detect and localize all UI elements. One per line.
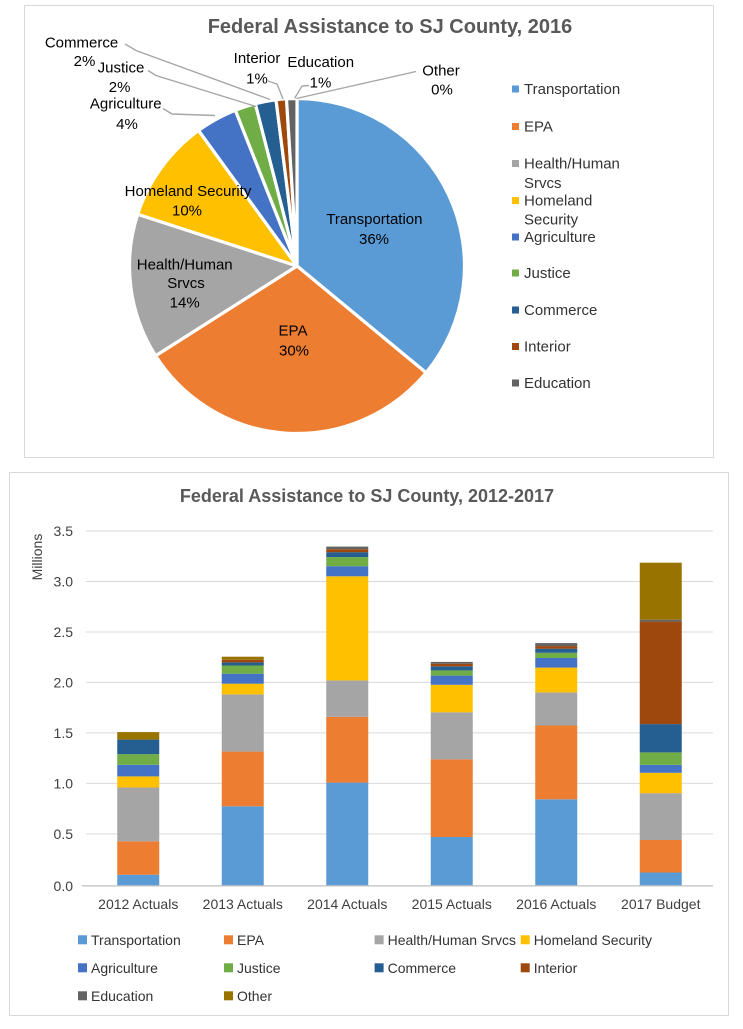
svg-text:Interior: Interior [524,339,571,356]
svg-text:2015 Actuals: 2015 Actuals [412,896,492,912]
svg-text:2017 Budget: 2017 Budget [621,896,701,912]
svg-text:EPA: EPA [237,932,265,948]
svg-text:Interior: Interior [234,50,281,67]
svg-text:2%: 2% [109,79,131,96]
svg-text:0.5: 0.5 [54,826,74,842]
svg-text:Transportation: Transportation [91,932,181,948]
svg-text:2014 Actuals: 2014 Actuals [307,896,387,912]
svg-text:1.0: 1.0 [54,775,74,791]
svg-text:Education: Education [524,375,591,392]
svg-text:2.5: 2.5 [54,624,74,640]
svg-text:EPA: EPA [279,323,308,340]
svg-text:0.0: 0.0 [54,878,74,894]
svg-text:36%: 36% [359,231,389,248]
svg-text:2012 Actuals: 2012 Actuals [98,896,178,912]
svg-text:Srvcs: Srvcs [167,275,205,292]
svg-text:Homeland: Homeland [524,193,592,210]
svg-text:Agriculture: Agriculture [91,960,158,976]
svg-text:Education: Education [91,988,153,1004]
svg-text:Homeland Security: Homeland Security [534,932,652,948]
svg-text:3.0: 3.0 [54,574,74,590]
svg-text:10%: 10% [172,203,202,220]
svg-text:2013 Actuals: 2013 Actuals [203,896,283,912]
svg-text:1.5: 1.5 [54,725,74,741]
svg-text:Other: Other [237,988,272,1004]
svg-text:1%: 1% [310,75,332,92]
svg-text:Interior: Interior [534,960,578,976]
svg-text:Commerce: Commerce [524,302,597,319]
svg-text:Health/Human: Health/Human [524,156,620,173]
svg-text:Security: Security [524,212,579,229]
svg-text:14%: 14% [170,295,200,312]
svg-text:Transportation: Transportation [326,211,422,228]
svg-text:Federal Assistance to SJ Count: Federal Assistance to SJ County, 2016 [208,16,573,38]
svg-text:1%: 1% [246,70,268,87]
svg-text:Transportation: Transportation [524,81,620,98]
svg-text:Homeland Security: Homeland Security [125,183,252,200]
svg-text:Srvcs: Srvcs [524,175,562,192]
svg-text:4%: 4% [116,116,138,133]
svg-text:30%: 30% [279,343,309,360]
svg-text:0%: 0% [431,82,453,99]
svg-text:Justice: Justice [524,265,571,282]
svg-text:3.5: 3.5 [54,523,74,539]
svg-text:Justice: Justice [237,960,281,976]
svg-text:Health/Human Srvcs: Health/Human Srvcs [388,932,516,948]
svg-text:Commerce: Commerce [388,960,457,976]
svg-text:Federal Assistance to SJ Count: Federal Assistance to SJ County, 2012-20… [180,486,554,506]
svg-text:Other: Other [422,62,460,79]
svg-text:Commerce: Commerce [45,35,118,52]
svg-text:Education: Education [287,54,354,71]
svg-text:Health/Human: Health/Human [137,256,233,273]
svg-text:2.0: 2.0 [54,674,74,690]
svg-text:Millions: Millions [29,534,45,581]
svg-text:Agriculture: Agriculture [524,229,596,246]
svg-text:Agriculture: Agriculture [90,96,162,113]
svg-text:EPA: EPA [524,119,553,136]
svg-text:Justice: Justice [98,60,145,77]
svg-text:2%: 2% [74,53,96,70]
svg-text:2016 Actuals: 2016 Actuals [516,896,596,912]
